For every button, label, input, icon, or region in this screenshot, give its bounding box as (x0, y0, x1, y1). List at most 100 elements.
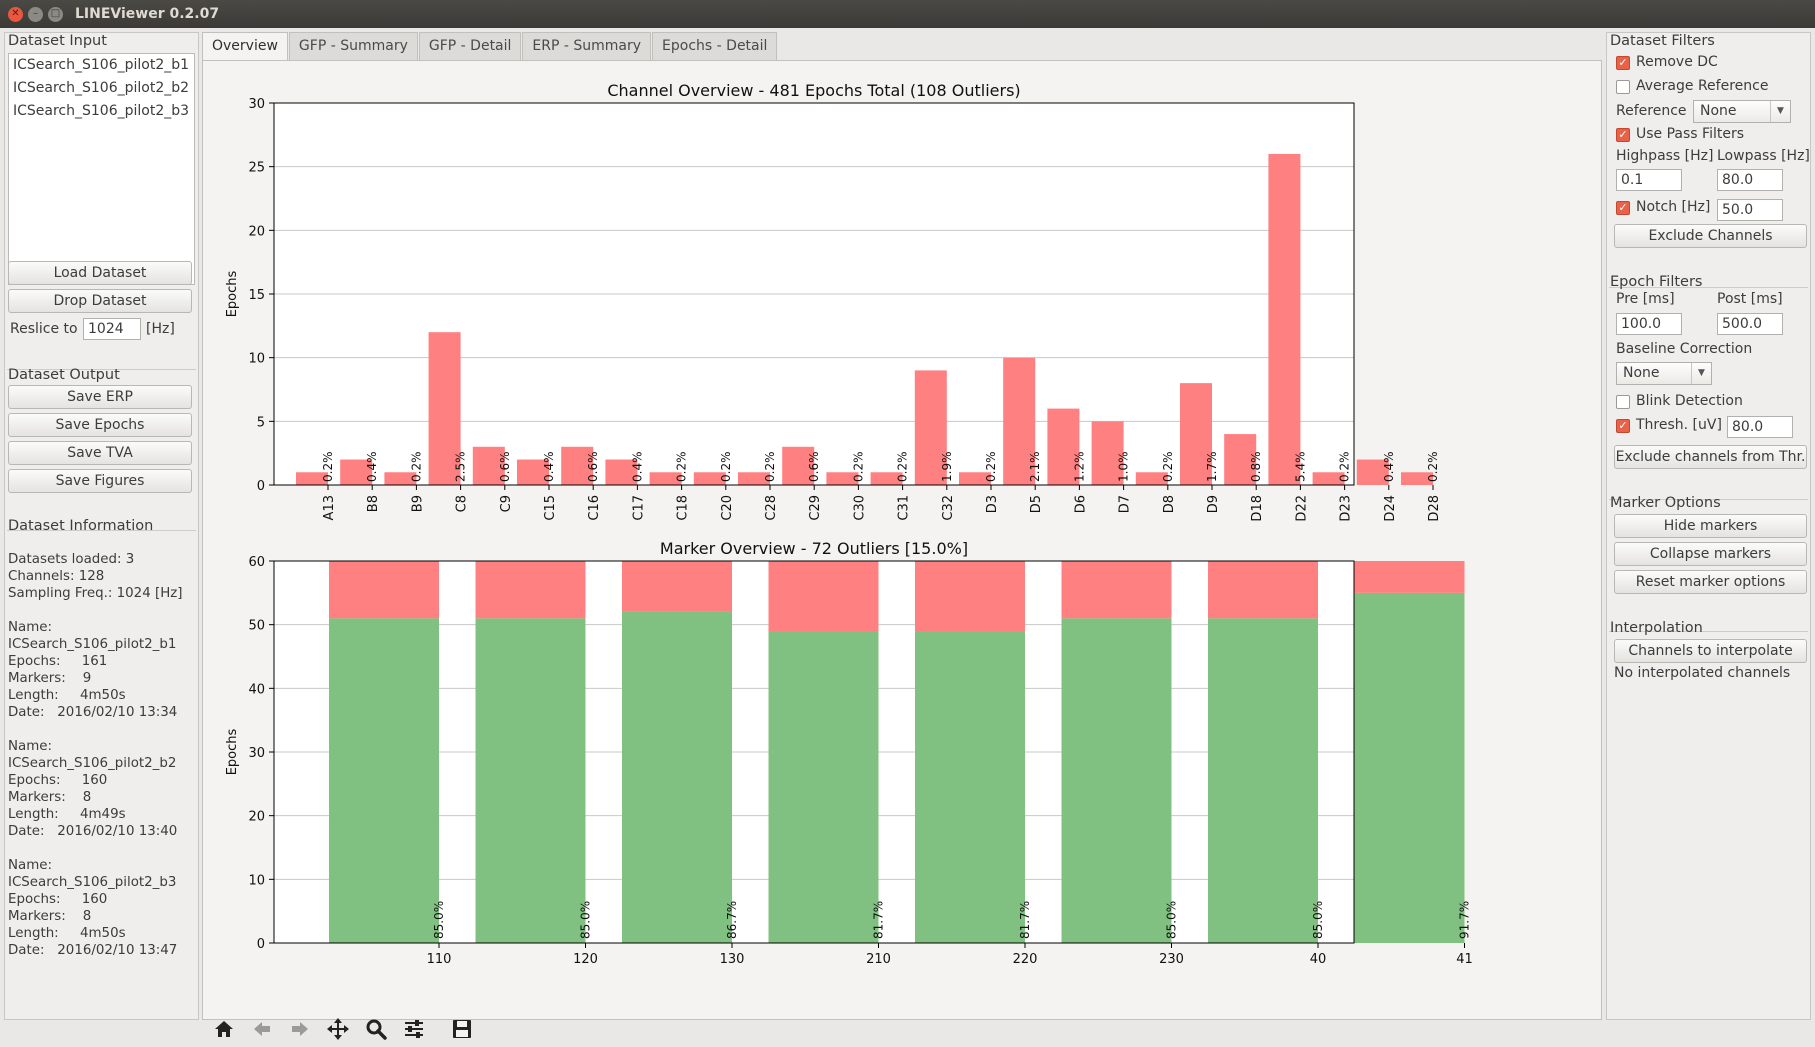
reslice-unit: [Hz] (146, 321, 175, 337)
info-line: Date: 2016/02/10 13:40 (8, 824, 178, 839)
threshold-checkbox[interactable]: ✓ (1616, 419, 1630, 433)
notch-input[interactable]: 50.0 (1717, 199, 1783, 221)
lowpass-input[interactable]: 80.0 (1717, 169, 1783, 191)
data-label: 0.2% (763, 452, 777, 483)
channels-to-interpolate-button[interactable]: Channels to interpolate (1614, 639, 1807, 663)
bar (1224, 434, 1257, 485)
x-tick-label: C17 (631, 495, 646, 521)
bar (959, 472, 991, 485)
info-line: Markers: 9 (8, 671, 92, 686)
y-tick-label: 40 (248, 682, 265, 697)
pan-icon[interactable] (325, 1016, 351, 1042)
info-line: ICSearch_S106_pilot2_b3 (8, 875, 177, 890)
y-tick-label: 10 (248, 352, 265, 367)
drop-dataset-button[interactable]: Drop Dataset (8, 289, 192, 313)
reference-value: None (1700, 103, 1737, 119)
back-arrow-icon[interactable] (249, 1016, 275, 1042)
reset-marker-options-button[interactable]: Reset marker options (1614, 570, 1807, 594)
home-icon[interactable] (211, 1016, 237, 1042)
pre-input[interactable]: 100.0 (1616, 313, 1682, 335)
maximize-icon[interactable]: □ (48, 6, 63, 22)
collapse-markers-button[interactable]: Collapse markers (1614, 542, 1807, 566)
info-line: Channels: 128 (8, 569, 105, 584)
x-tick-label: C18 (676, 495, 691, 521)
save-erp-button[interactable]: Save ERP (8, 385, 192, 409)
save-tva-button[interactable]: Save TVA (8, 441, 192, 465)
x-tick-label: C30 (852, 495, 867, 521)
dataset-information: Datasets loaded: 3 Channels: 128 Sampling … (8, 551, 196, 959)
dataset-input-title: Dataset Input (8, 33, 107, 49)
info-line (8, 602, 196, 619)
overview-pane: Channel Overview - 481 Epochs Total (108… (202, 60, 1602, 1040)
remove-dc-checkbox[interactable]: ✓ (1616, 56, 1630, 70)
bar (1356, 459, 1389, 485)
save-epochs-button[interactable]: Save Epochs (8, 413, 192, 437)
highpass-input[interactable]: 0.1 (1616, 169, 1682, 191)
bar-segment (915, 631, 1025, 943)
data-label: 0.6% (498, 452, 512, 483)
tab-gfp-detail[interactable]: GFP - Detail (418, 32, 522, 60)
load-dataset-button[interactable]: Load Dataset (8, 261, 192, 285)
info-line: Epochs: 160 (8, 773, 108, 788)
x-tick-label: D3 (985, 495, 1000, 513)
close-icon[interactable]: ✕ (8, 6, 23, 22)
reference-select[interactable]: None ▼ (1693, 100, 1791, 123)
bar (1091, 421, 1124, 485)
minimize-icon[interactable]: – (28, 6, 43, 22)
tab-epochs-detail[interactable]: Epochs - Detail (652, 32, 778, 60)
dataset-filters-title: Dataset Filters (1610, 33, 1715, 49)
configure-icon[interactable] (401, 1016, 427, 1042)
use-pass-filters-checkbox[interactable]: ✓ (1616, 128, 1630, 142)
threshold-input[interactable]: 80.0 (1727, 416, 1793, 438)
threshold-label: Thresh. [uV] (1636, 417, 1722, 433)
dataset-list-item[interactable]: ICSearch_S106_pilot2_b1 (13, 57, 190, 73)
y-tick-label: 25 (248, 161, 265, 176)
chart-title: Marker Overview - 72 Outliers [15.0%] (660, 539, 968, 558)
blink-detection-checkbox[interactable] (1616, 395, 1630, 409)
average-reference-checkbox[interactable] (1616, 80, 1630, 94)
dataset-output-title: Dataset Output (8, 367, 120, 383)
tab-overview[interactable]: Overview (202, 32, 288, 61)
bar (1401, 472, 1433, 485)
x-tick-label: C29 (808, 495, 823, 521)
output-divider (7, 369, 196, 370)
dataset-list[interactable]: ICSearch_S106_pilot2_b1 ICSearch_S106_pi… (8, 53, 195, 285)
data-label: 91.7% (1458, 901, 1472, 939)
dataset-list-item[interactable]: ICSearch_S106_pilot2_b2 (13, 80, 190, 96)
baseline-correction-select[interactable]: None ▼ (1616, 362, 1712, 385)
x-tick-label: D28 (1427, 495, 1442, 522)
post-label: Post [ms] (1717, 291, 1783, 307)
highpass-label: Highpass [Hz] (1616, 148, 1714, 164)
hide-markers-button[interactable]: Hide markers (1614, 514, 1807, 538)
data-label: 1.0% (1117, 452, 1131, 483)
tab-gfp-summary[interactable]: GFP - Summary (288, 32, 418, 60)
x-tick-label: C20 (720, 495, 735, 521)
y-tick-label: 0 (257, 937, 265, 952)
x-tick-label: C31 (897, 495, 912, 521)
bar (428, 332, 461, 485)
x-tick-label: D8 (1162, 495, 1177, 513)
reslice-input[interactable]: 1024 (83, 318, 141, 340)
notch-checkbox[interactable]: ✓ (1616, 201, 1630, 215)
save-figures-button[interactable]: Save Figures (8, 469, 192, 493)
exclude-channels-threshold-button[interactable]: Exclude channels from Thr. (1614, 445, 1807, 469)
zoom-icon[interactable] (363, 1016, 389, 1042)
exclude-channels-button[interactable]: Exclude Channels (1614, 224, 1807, 248)
tab-erp-summary[interactable]: ERP - Summary (522, 32, 652, 60)
data-label: 0.2% (1338, 452, 1352, 483)
bar-segment (915, 561, 1025, 632)
info-line: Name: (8, 739, 53, 754)
data-label: 81.7% (872, 901, 886, 939)
x-tick-label: D7 (1118, 495, 1133, 513)
dataset-list-item[interactable]: ICSearch_S106_pilot2_b3 (13, 103, 190, 119)
reslice-label: Reslice to (10, 321, 78, 337)
bar (826, 472, 859, 485)
x-tick-label: D23 (1339, 495, 1354, 522)
post-input[interactable]: 500.0 (1717, 313, 1783, 335)
save-icon[interactable] (449, 1016, 475, 1042)
data-label: 86.7% (725, 901, 739, 939)
forward-arrow-icon[interactable] (287, 1016, 313, 1042)
info-line (8, 840, 196, 857)
info-line: Length: 4m50s (8, 688, 126, 703)
baseline-correction-label: Baseline Correction (1616, 341, 1753, 357)
